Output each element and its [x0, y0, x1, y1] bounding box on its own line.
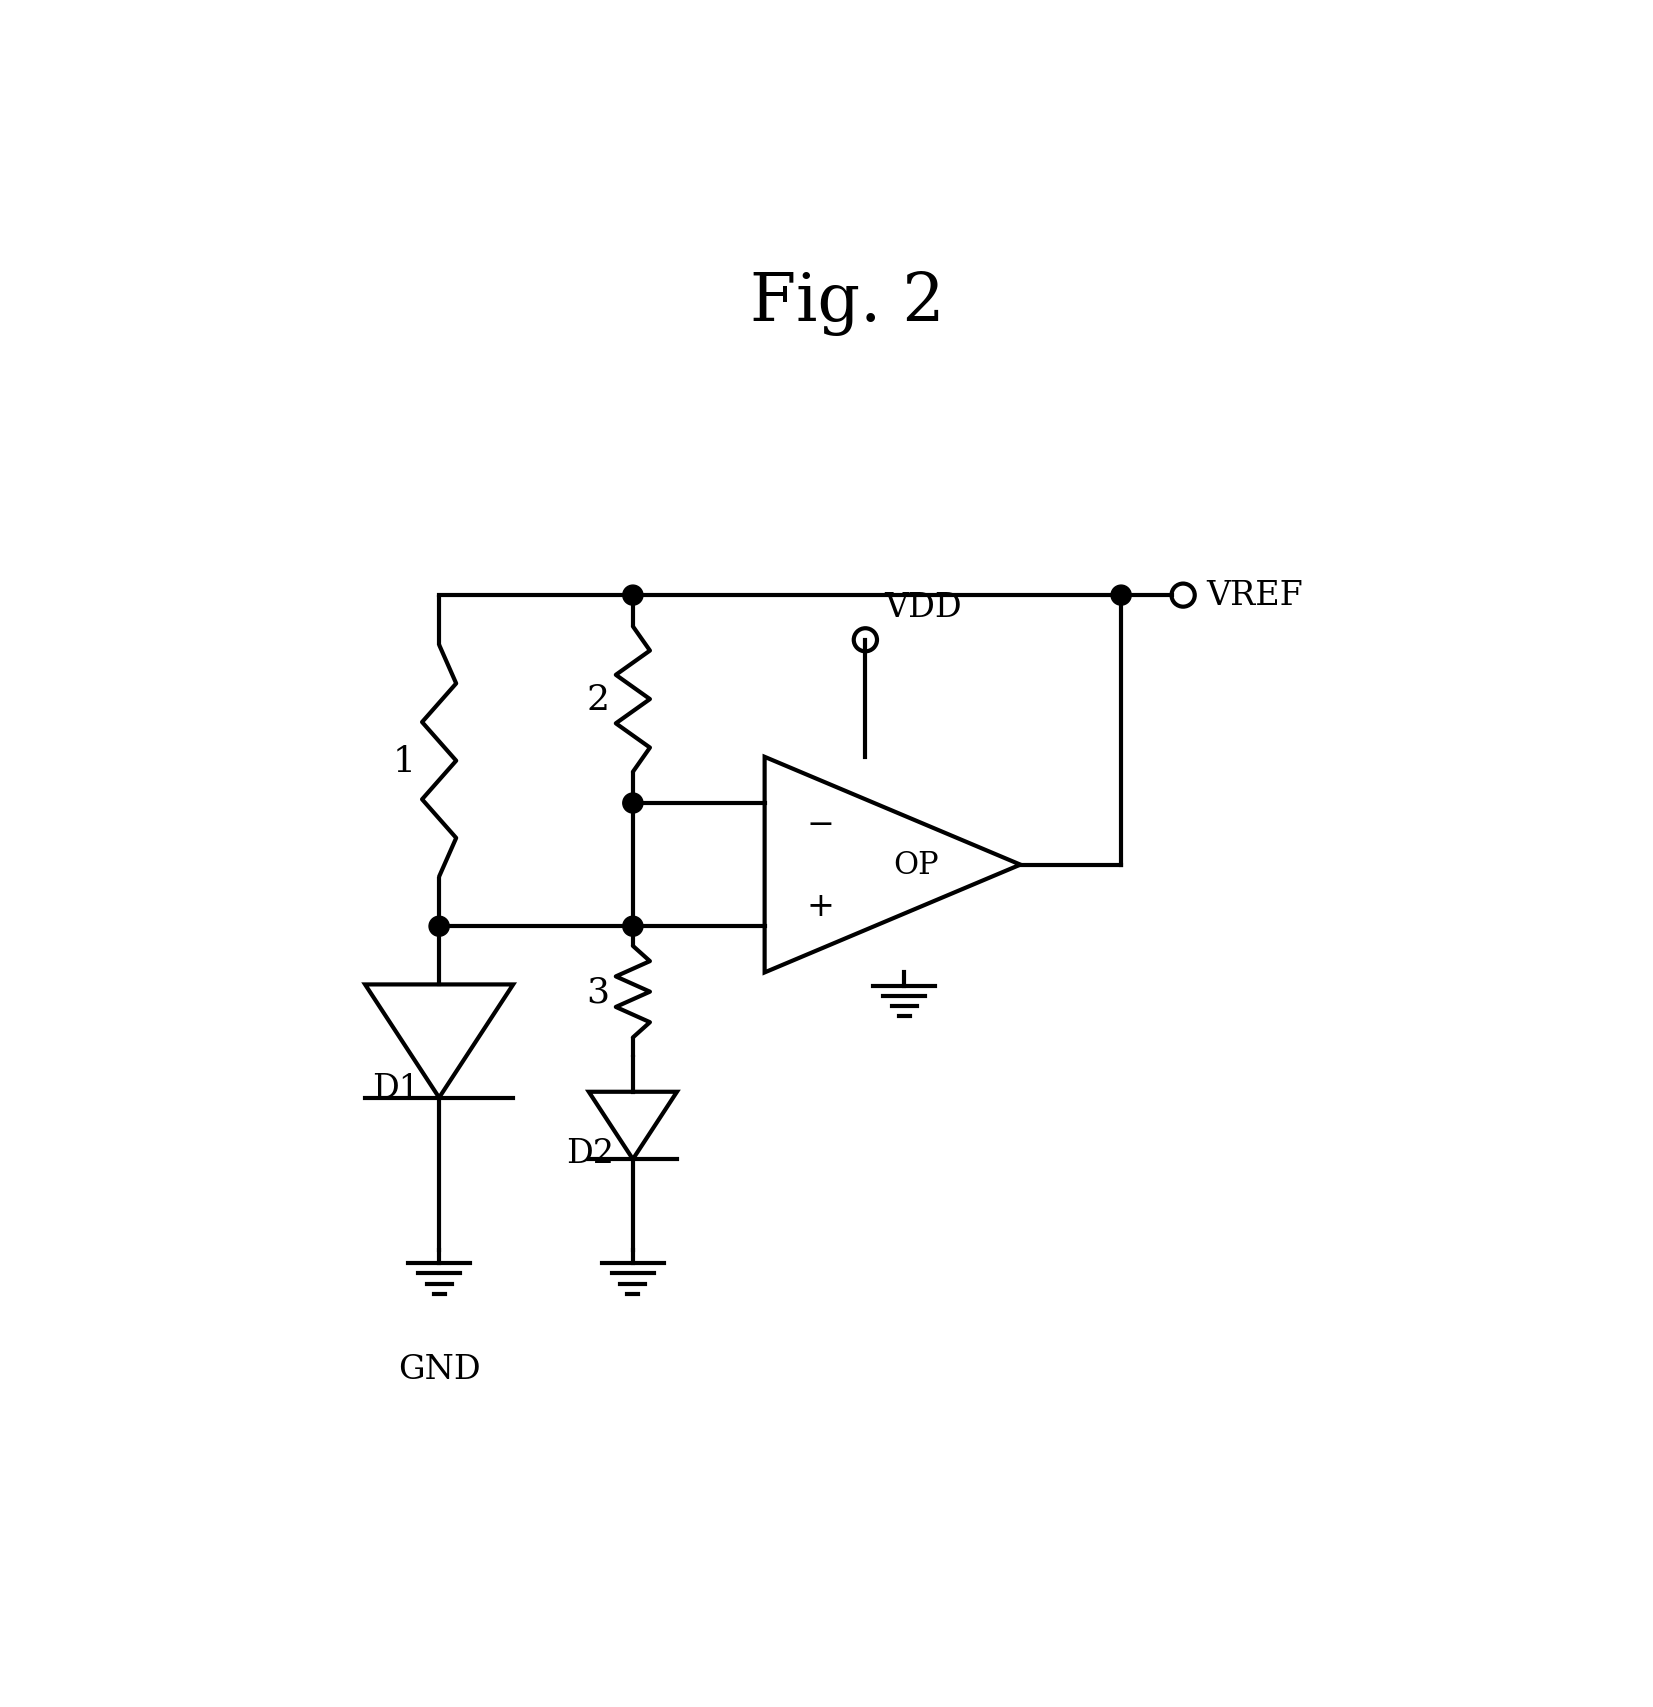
Text: D1: D1 [372, 1072, 420, 1104]
Text: VDD: VDD [884, 591, 962, 623]
Circle shape [430, 917, 450, 937]
Text: +: + [807, 889, 835, 922]
Text: VREF: VREF [1207, 580, 1303, 611]
Text: −: − [807, 807, 835, 840]
Text: 2: 2 [587, 683, 610, 717]
Text: D2: D2 [567, 1137, 615, 1169]
Text: 1: 1 [393, 744, 417, 778]
Circle shape [623, 586, 643, 606]
Text: Fig. 2: Fig. 2 [750, 271, 944, 336]
Circle shape [1111, 586, 1131, 606]
Polygon shape [765, 758, 1020, 973]
Text: OP: OP [893, 850, 939, 881]
Text: GND: GND [398, 1354, 481, 1384]
Circle shape [623, 917, 643, 937]
Circle shape [623, 794, 643, 814]
Text: 3: 3 [587, 975, 610, 1009]
